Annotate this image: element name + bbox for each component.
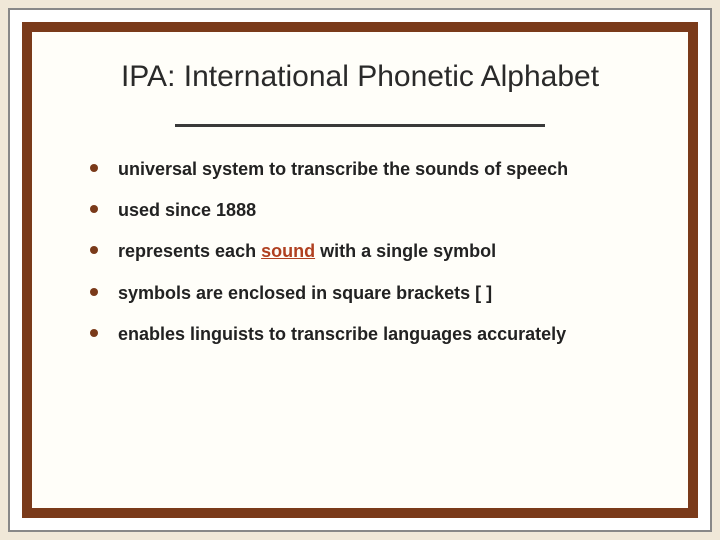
list-item: symbols are enclosed in square brackets … — [90, 281, 648, 306]
title-rule — [175, 124, 545, 127]
list-item: represents each sound with a single symb… — [90, 239, 648, 264]
bullet-text: universal system to transcribe the sound… — [118, 159, 568, 179]
slide-inner-frame: IPA: International Phonetic Alphabet uni… — [22, 22, 698, 518]
bullet-text: symbols are enclosed in square brackets … — [118, 283, 492, 303]
bullet-text: used since 1888 — [118, 200, 256, 220]
slide-outer-frame: IPA: International Phonetic Alphabet uni… — [8, 8, 712, 532]
bullet-text-after: with a single symbol — [315, 241, 496, 261]
bullet-list: universal system to transcribe the sound… — [72, 157, 648, 347]
bullet-underlined: sound — [261, 241, 315, 261]
slide-title: IPA: International Phonetic Alphabet — [72, 60, 648, 94]
list-item: used since 1888 — [90, 198, 648, 223]
bullet-text: represents each — [118, 241, 261, 261]
list-item: universal system to transcribe the sound… — [90, 157, 648, 182]
list-item: enables linguists to transcribe language… — [90, 322, 648, 347]
bullet-text: enables linguists to transcribe language… — [118, 324, 566, 344]
